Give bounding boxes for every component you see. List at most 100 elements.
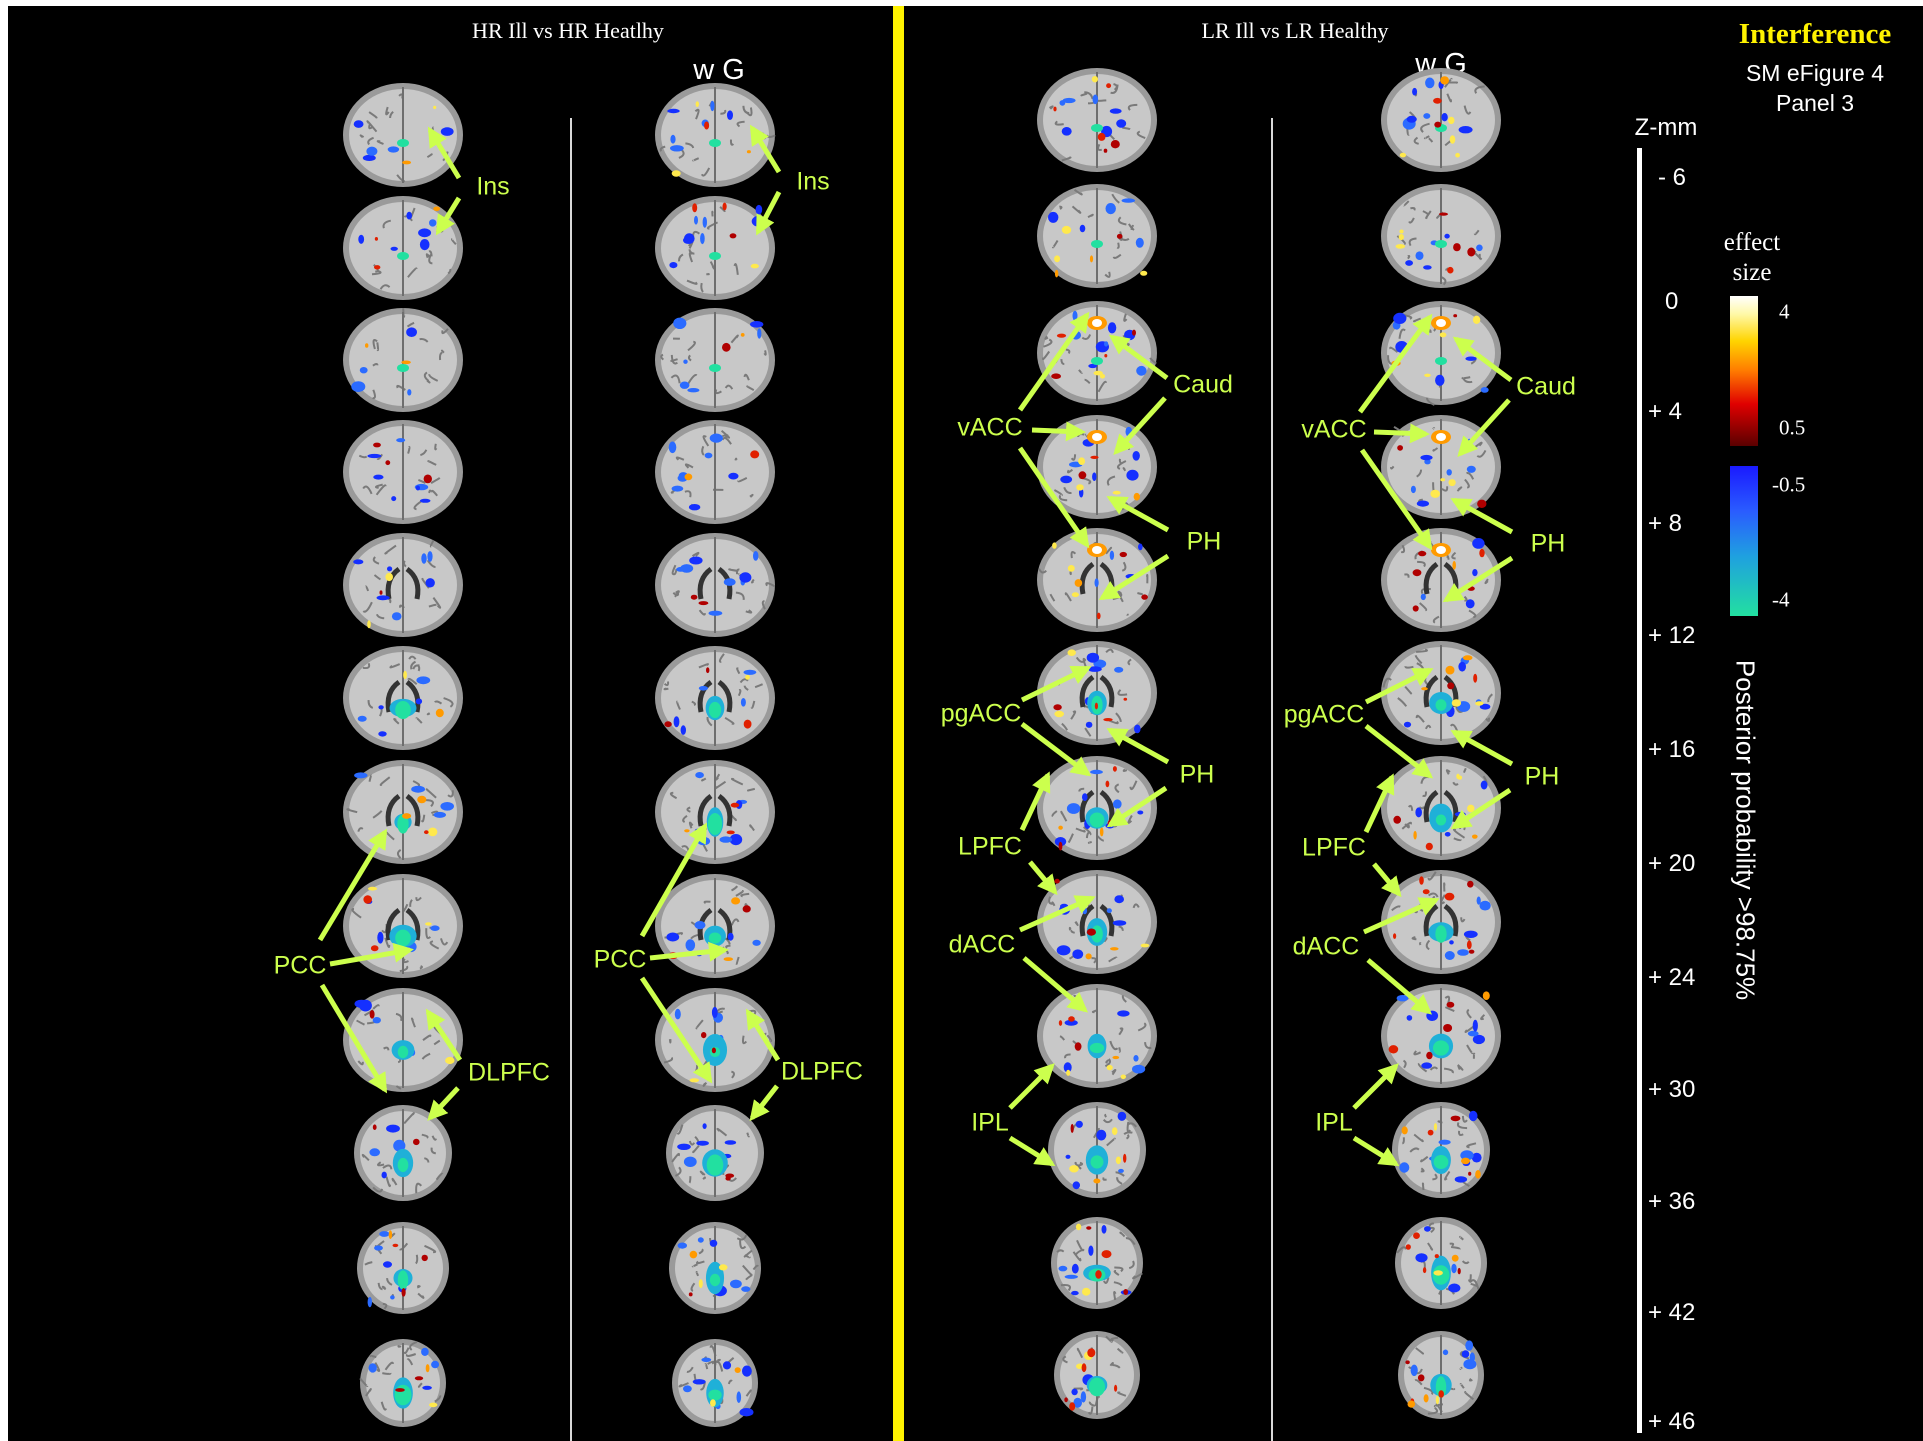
z-tick: + 36 [1648, 1188, 1696, 1215]
label-vacc-wg: vACC [1301, 415, 1367, 444]
colorbar-pos-min: 0.5 [1779, 415, 1806, 440]
brain-slice [1381, 68, 1501, 172]
annotation-arrow [1357, 313, 1433, 414]
brain-slice [354, 1105, 452, 1201]
colorbar-pos-max: 4 [1779, 299, 1790, 324]
brain-slice [1037, 528, 1157, 632]
brain-slice [655, 83, 776, 187]
annotation-arrow [639, 976, 713, 1084]
brain-slice [1392, 1102, 1490, 1198]
label-ph-wg-2: PH [1524, 762, 1560, 791]
label-ph-right-2: PH [1179, 760, 1215, 789]
z-tick: + 16 [1648, 736, 1696, 763]
brain-slice [1381, 184, 1501, 288]
annotation-arrow [1017, 311, 1090, 412]
label-ipl-wg: IPL [1315, 1108, 1353, 1137]
brain-slice [1051, 1217, 1143, 1309]
annotation-arrow [1113, 396, 1167, 455]
colorbar-title-line1: effect [1723, 229, 1781, 256]
annotation-arrow [1106, 785, 1168, 828]
z-axis-line [1637, 148, 1642, 1433]
annotation-arrow [1019, 771, 1051, 832]
annotation-arrow [1008, 1135, 1056, 1167]
z-tick: + 20 [1648, 850, 1696, 877]
annotation-arrow [1352, 1135, 1400, 1167]
brain-slice [655, 533, 776, 637]
frame-border-left [0, 0, 8, 1441]
frame-border-top [0, 0, 1923, 6]
annotation-arrow [1028, 860, 1058, 896]
brain-slice [1381, 756, 1501, 860]
label-dlpfc-left: DLPFC [468, 1058, 550, 1087]
annotation-arrow [1363, 773, 1395, 834]
threshold-label: Posterior probability >98.75% [1730, 659, 1761, 1001]
z-tick: + 4 [1648, 398, 1683, 425]
brain-slice [655, 196, 775, 300]
colorbar-negative [1730, 466, 1758, 616]
annotation-arrow [749, 124, 782, 174]
annotation-arrow [639, 822, 708, 938]
column-divider-right [1271, 118, 1273, 1441]
brain-slice [655, 420, 775, 524]
right-panel-title: LR Ill vs LR Healthy [1201, 18, 1389, 43]
label-caud-right: Caud [1173, 370, 1233, 399]
label-vacc-right: vACC [957, 413, 1023, 442]
annotation-arrow [1352, 1063, 1399, 1110]
annotation-arrow [1020, 665, 1092, 703]
label-caud-wg: Caud [1516, 372, 1576, 401]
label-pgacc-wg: pgACC [1283, 700, 1365, 729]
brain-slice [1037, 870, 1157, 974]
label-ins-wg: Ins [796, 167, 830, 196]
brain-slice [669, 1222, 761, 1314]
brain-slice [666, 1105, 764, 1201]
brain-slice [343, 307, 463, 412]
colorbar-positive [1730, 296, 1758, 446]
annotation-arrow [1008, 1063, 1055, 1110]
panel-divider [893, 6, 904, 1441]
column-divider-left [570, 118, 572, 1441]
annotation-arrow [319, 983, 388, 1094]
z-tick: + 46 [1648, 1408, 1696, 1435]
label-ph-wg-1: PH [1530, 529, 1566, 558]
brain-slice [1398, 1331, 1484, 1419]
label-dacc-wg: dACC [1292, 932, 1360, 961]
z-tick: + 30 [1648, 1076, 1696, 1103]
annotation-arrow [745, 1008, 781, 1062]
figure-title: Interference [1738, 18, 1892, 50]
brain-slice [343, 646, 463, 750]
annotation-arrow [427, 126, 462, 180]
annotation-arrow [425, 1008, 463, 1062]
z-axis-title: Z-mm [1634, 114, 1698, 141]
label-pgacc-right: pgACC [940, 699, 1022, 728]
annotation-arrow [1372, 862, 1402, 898]
annotation-arrow [1108, 334, 1169, 381]
label-dlpfc-wg: DLPFC [781, 1057, 863, 1086]
annotation-arrow [1450, 787, 1512, 830]
annotation-arrow [1452, 336, 1513, 383]
brain-slice [343, 196, 463, 300]
brain-slice [343, 533, 463, 637]
annotation-arrow [1018, 895, 1096, 933]
brain-slice [672, 1339, 758, 1427]
annotation-arrow [1450, 497, 1514, 535]
annotation-arrow [1362, 897, 1440, 935]
z-tick: + 24 [1648, 964, 1696, 991]
annotation-arrow [1106, 727, 1170, 765]
annotation-arrow [1017, 446, 1090, 549]
figure-subtitle-2: Panel 3 [1775, 90, 1855, 116]
brain-slice [357, 1222, 449, 1314]
annotation-arrow [1457, 398, 1511, 457]
annotation-arrow [435, 196, 462, 236]
brain-slice [343, 420, 463, 524]
brain-slice [655, 760, 775, 864]
brain-slice [655, 988, 775, 1092]
z-tick: + 12 [1648, 622, 1696, 649]
brain-slice [1395, 1217, 1487, 1309]
brain-slice [1037, 184, 1157, 288]
left-panel-title: HR Ill vs HR Heatlhy [472, 18, 664, 43]
left-wg-label: w G [693, 54, 745, 86]
label-ph-right-1: PH [1186, 527, 1222, 556]
annotation-arrow [1359, 448, 1433, 551]
